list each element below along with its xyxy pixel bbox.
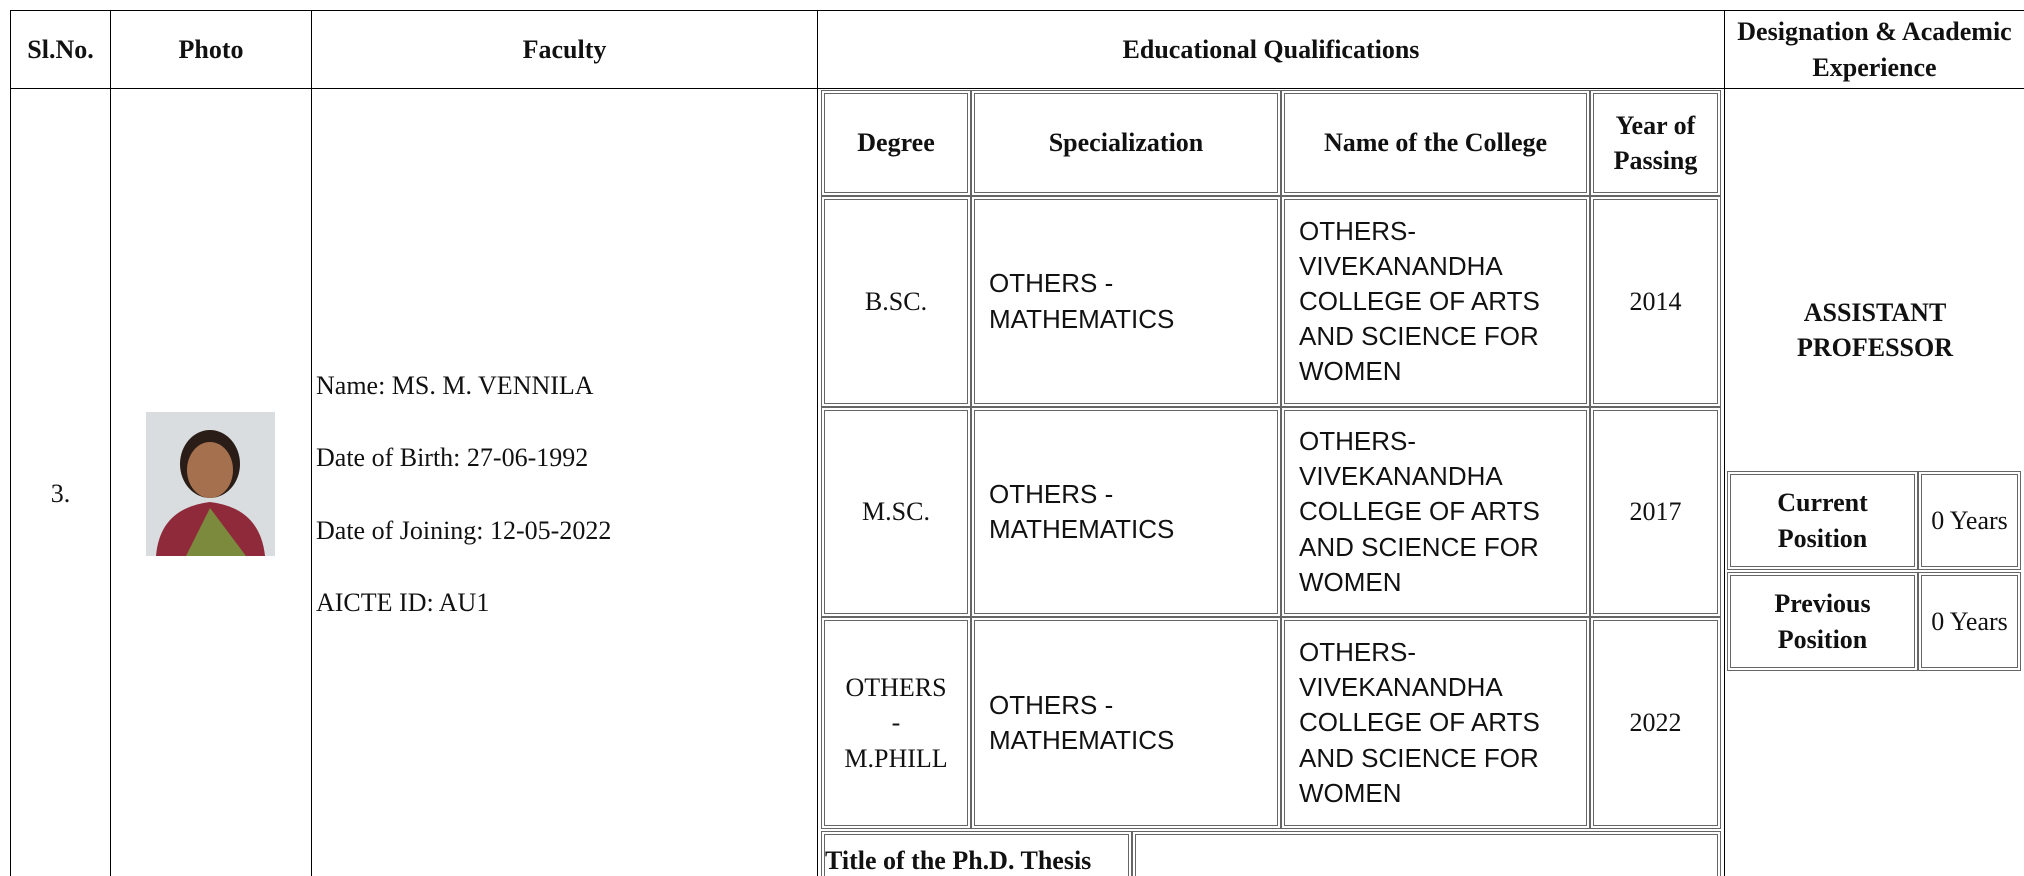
qualification-header: Name of the College bbox=[1281, 90, 1590, 196]
qualification-value: 2014 bbox=[1590, 196, 1721, 407]
experience-value: 0 Years bbox=[1918, 572, 2021, 671]
qualification-value: 2017 bbox=[1590, 407, 1721, 617]
qualification-value: OTHERS - MATHEMATICS bbox=[971, 617, 1281, 829]
thesis-title bbox=[1132, 831, 1721, 876]
column-header: Designation & Academic Experience bbox=[1724, 10, 2024, 89]
qualification-value: OTHERS- VIVEKANANDHA COLLEGE OF ARTS AND… bbox=[1281, 617, 1590, 829]
qualification-value: OTHERS - M.PHILL bbox=[821, 617, 971, 829]
qualification-header: Year of Passing bbox=[1590, 90, 1721, 196]
experience-value: 0 Years bbox=[1918, 471, 2021, 570]
thesis-label: Title of the Ph.D. Thesis bbox=[821, 831, 1132, 876]
faculty-cell: Name: MS. M. VENNILA Date of Birth: 27-06… bbox=[311, 88, 818, 876]
qualification-value: OTHERS- VIVEKANANDHA COLLEGE OF ARTS AND… bbox=[1281, 407, 1590, 617]
column-header: Educational Qualifications bbox=[817, 10, 1725, 89]
qualification-value: B.SC. bbox=[821, 196, 971, 407]
qualification-value: OTHERS- VIVEKANANDHA COLLEGE OF ARTS AND… bbox=[1281, 196, 1590, 407]
faculty-detail: AICTE ID: AU1 bbox=[316, 587, 490, 617]
serial-number: 3. bbox=[10, 88, 111, 876]
qualification-value: OTHERS - MATHEMATICS bbox=[971, 407, 1281, 617]
column-header: Sl.No. bbox=[10, 10, 111, 89]
experience-label: Current Position bbox=[1727, 471, 1918, 570]
experience-label: Previous Position bbox=[1727, 572, 1918, 671]
qualification-value: M.SC. bbox=[821, 407, 971, 617]
faculty-detail: Date of Joining: 12-05-2022 bbox=[316, 515, 612, 545]
faculty-photo bbox=[146, 412, 275, 556]
designation-title: ASSISTANT PROFESSOR bbox=[1796, 297, 1954, 362]
designation-cell bbox=[1724, 88, 2024, 876]
qualification-header: Specialization bbox=[971, 90, 1281, 196]
column-header: Faculty bbox=[311, 10, 818, 89]
qualification-header: Degree bbox=[821, 90, 971, 196]
faculty-detail: Name: MS. M. VENNILA bbox=[316, 371, 594, 401]
qualification-value: OTHERS - MATHEMATICS bbox=[971, 196, 1281, 407]
column-header: Photo bbox=[110, 10, 312, 89]
qualification-value: 2022 bbox=[1590, 617, 1721, 829]
faculty-detail: Date of Birth: 27-06-1992 bbox=[316, 443, 589, 473]
